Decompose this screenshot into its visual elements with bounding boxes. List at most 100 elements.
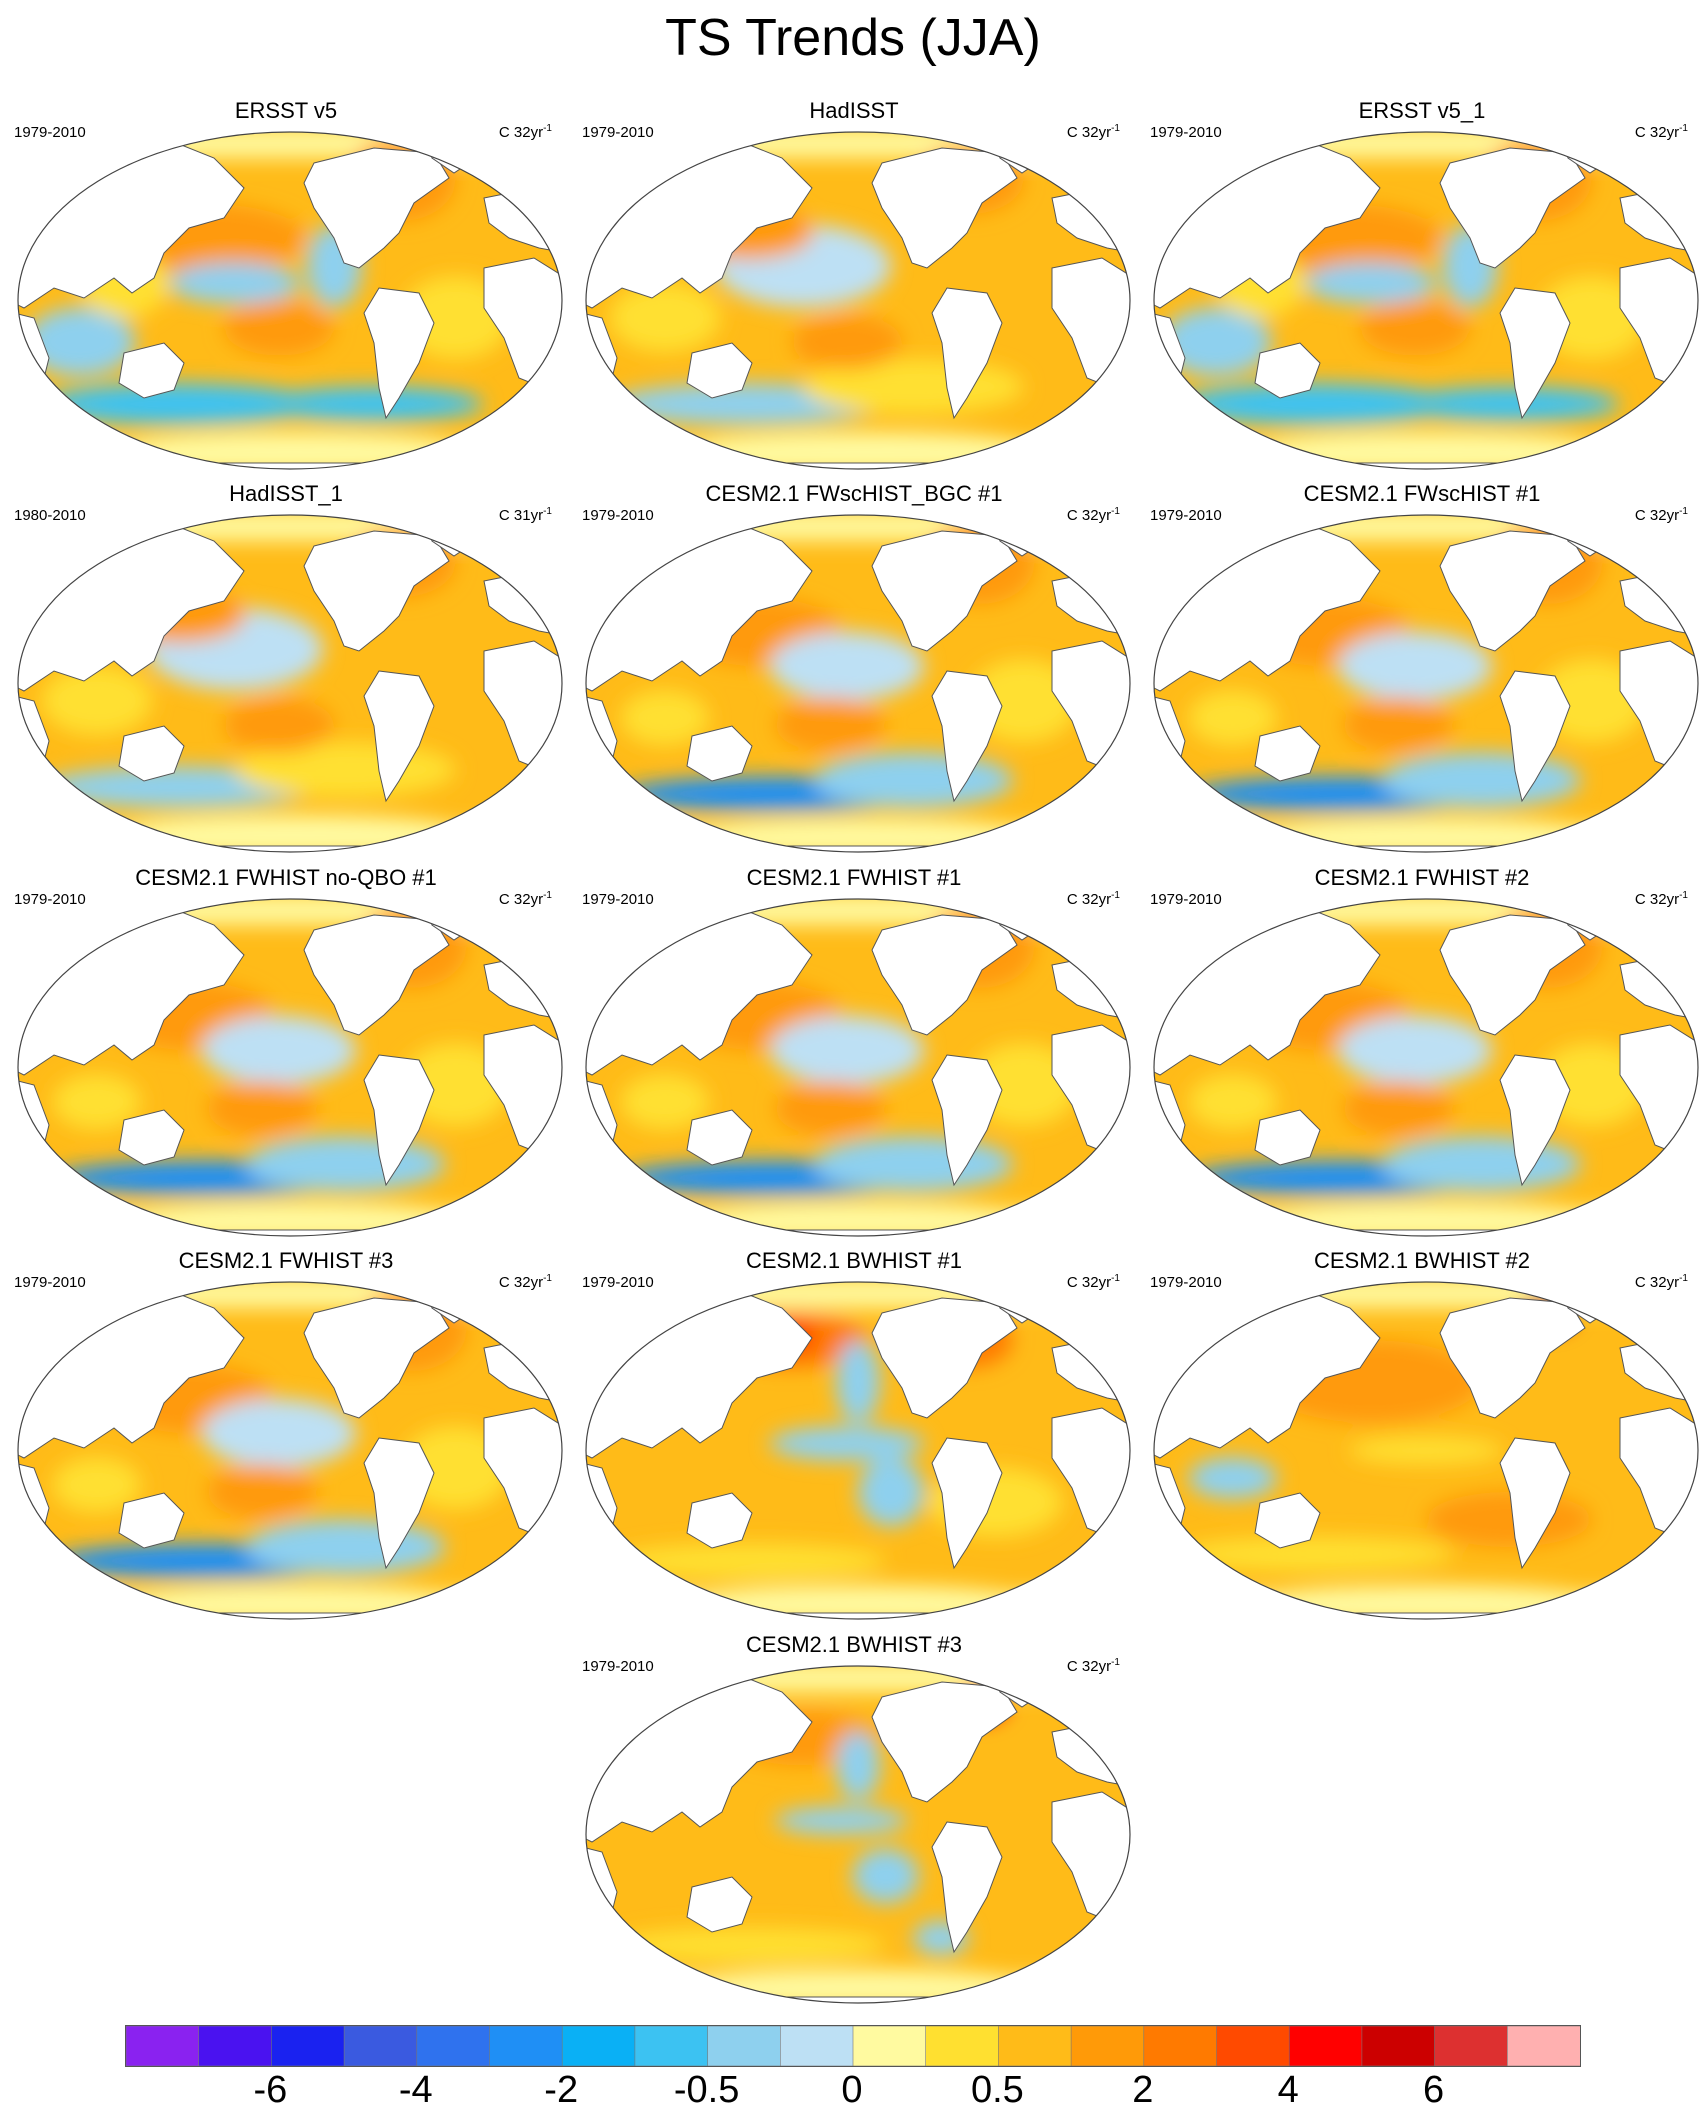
panel-units: C 32yr-1: [1067, 503, 1120, 525]
trend-anomaly: [813, 1136, 1013, 1192]
panel-title: CESM2.1 FWHIST no-QBO #1: [135, 865, 437, 890]
trend-anomaly: [1177, 1536, 1454, 1572]
colorbar-swatch: [1143, 2026, 1218, 2066]
panel-period: 1979-2010: [1150, 124, 1222, 141]
trend-anomaly: [1188, 1457, 1277, 1499]
units-exponent: -1: [1111, 506, 1120, 517]
trend-anomaly: [124, 431, 456, 460]
trend-anomaly: [207, 1464, 318, 1520]
land-mass: [363, 1437, 435, 1570]
land-mass: [1154, 845, 1698, 852]
units-text: C 32yr: [1634, 507, 1680, 524]
units-exponent: -1: [1111, 890, 1120, 901]
colorbar-swatch: [1070, 2026, 1145, 2066]
colorbar-swatch: [1288, 2026, 1363, 2066]
colorbar-swatch: [489, 2026, 563, 2066]
panel-period: 1979-2010: [14, 1274, 86, 1291]
units-text: C 32yr: [1634, 124, 1680, 141]
colorbar-tick-label: 0.5: [970, 2069, 1024, 2111]
map-panel: CESM2.1 BWHIST #3 1979-2010 C 32yr-1: [574, 1632, 1134, 2010]
map-outline: [1153, 514, 1699, 853]
trend-anomaly: [1260, 1202, 1592, 1230]
panel-title: CESM2.1 FWHIST #2: [1314, 865, 1530, 890]
panel-period: 1979-2010: [14, 124, 86, 141]
land-mass: [686, 1492, 753, 1549]
trend-anomaly: [609, 1543, 886, 1579]
land-mass: [686, 725, 753, 782]
trend-anomaly: [835, 1340, 881, 1423]
ocean-field: [586, 1666, 1130, 2003]
land-mass: [363, 1054, 435, 1187]
trend-anomaly: [1304, 262, 1438, 304]
trend-anomaly: [692, 1202, 1024, 1230]
trend-anomaly: [1426, 1491, 1592, 1548]
trend-anomaly: [52, 1074, 141, 1130]
land-mass: [931, 287, 1003, 420]
panel-title: CESM2.1 FWscHIST #1: [1303, 481, 1541, 506]
panel-units: C 32yr-1: [1635, 120, 1688, 142]
panel-title: HadISST: [809, 98, 899, 123]
colorbar: [125, 2025, 1581, 2067]
trend-anomaly: [52, 1457, 141, 1513]
land-mass: [18, 1612, 562, 1619]
land-mass: [1154, 1612, 1698, 1619]
panel-title: CESM2.1 FWHIST #1: [746, 865, 962, 890]
trend-anomaly: [124, 1202, 456, 1230]
panel-period: 1979-2010: [582, 507, 654, 524]
trend-anomaly: [1343, 697, 1454, 753]
colorbar-swatch: [126, 2026, 200, 2066]
trend-anomaly: [245, 1136, 445, 1192]
units-text: C 32yr: [1066, 1658, 1112, 1675]
map-outline: [1153, 898, 1699, 1237]
units-text: C 32yr: [1634, 891, 1680, 908]
trend-anomaly: [692, 431, 1024, 460]
panel-title: CESM2.1 BWHIST #1: [746, 1248, 962, 1273]
panel-units: C 32yr-1: [1635, 887, 1688, 909]
land-mass: [1154, 1229, 1698, 1236]
units-exponent: -1: [543, 506, 552, 517]
trend-anomaly: [775, 1806, 908, 1835]
trend-anomaly: [1348, 1436, 1504, 1465]
panel-units: C 32yr-1: [499, 120, 552, 142]
panel-units: C 32yr-1: [1067, 887, 1120, 909]
trend-map: [585, 131, 1131, 470]
trend-anomaly: [1359, 300, 1471, 356]
trend-anomaly: [207, 1081, 318, 1137]
trend-anomaly: [25, 307, 136, 377]
trend-anomaly: [1260, 431, 1592, 460]
colorbar-tick-label: -4: [398, 2069, 433, 2111]
colorbar-tick-label: -2: [544, 2069, 579, 2111]
trend-anomaly: [1381, 1136, 1581, 1192]
land-mass: [686, 1876, 753, 1933]
trend-anomaly: [223, 697, 335, 753]
trend-anomaly: [835, 1731, 881, 1800]
colorbar-swatch: [343, 2026, 418, 2066]
colorbar-swatch: [1361, 2026, 1436, 2066]
trend-map: [17, 514, 563, 853]
trend-map: [17, 131, 563, 470]
trend-map: [585, 898, 1131, 1237]
panel-units: C 32yr-1: [1067, 120, 1120, 142]
land-mass: [1254, 342, 1321, 399]
map-outline: [17, 514, 563, 853]
colorbar-tick-label: 6: [1423, 2069, 1445, 2111]
panel-title: ERSST v5: [234, 98, 338, 123]
colorbar-swatch: [1216, 2026, 1290, 2066]
map-panel: CESM2.1 FWHIST #1 1979-2010 C 32yr-1: [574, 865, 1134, 1243]
panel-title: CESM2.1 BWHIST #3: [746, 1632, 962, 1657]
units-exponent: -1: [543, 890, 552, 901]
units-exponent: -1: [1679, 506, 1688, 517]
units-exponent: -1: [1679, 1273, 1688, 1284]
panel-period: 1979-2010: [1150, 1274, 1222, 1291]
panel-period: 1979-2010: [582, 124, 654, 141]
units-exponent: -1: [1111, 1273, 1120, 1284]
trend-map: [1153, 131, 1699, 470]
panel-title: CESM2.1 FWscHIST_BGC #1: [705, 481, 1003, 506]
trend-anomaly: [620, 1074, 709, 1130]
map-panel: ERSST v5_1 1979-2010 C 32yr-1: [1142, 98, 1702, 476]
map-panel: CESM2.1 FWHIST no-QBO #1 1979-2010 C 32yr-…: [6, 865, 566, 1243]
map-panel: CESM2.1 FWscHIST #1 1979-2010 C 32yr-1: [1142, 481, 1702, 859]
panel-period: 1979-2010: [582, 1658, 654, 1675]
trend-anomaly: [769, 1015, 925, 1085]
trend-anomaly: [1260, 1585, 1592, 1613]
